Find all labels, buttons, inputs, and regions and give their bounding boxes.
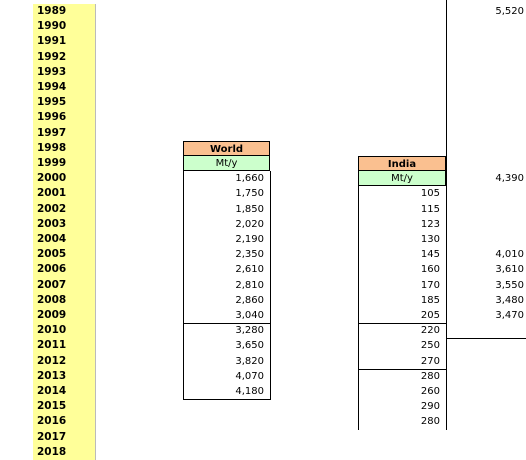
year-cell: 2016: [37, 415, 67, 428]
year-cell: 1991: [37, 35, 67, 48]
year-cell: 2000: [37, 172, 67, 185]
value-cell: 1,850: [235, 203, 264, 215]
value-cell: 3,610: [495, 264, 524, 276]
year-cell: 2018: [37, 445, 67, 458]
value-cell: 250: [420, 340, 440, 352]
year-cell: 2007: [37, 278, 67, 291]
year-cell: 1997: [37, 126, 67, 139]
column-label: Mt/ tonne of clin: [440, 0, 526, 1]
year-cell: 2001: [37, 187, 67, 200]
value-cell: 3,550: [495, 279, 524, 291]
value-cell: 4,010: [495, 249, 524, 261]
value-cell: 4,390: [495, 173, 524, 185]
value-cell: 220: [420, 325, 440, 337]
year-cell: 1990: [37, 20, 67, 33]
value-cell: 3,040: [235, 310, 264, 321]
value-cell: 2,190: [235, 234, 264, 245]
value-cell: 2,020: [235, 218, 264, 230]
unit-cell: Mt/y: [358, 171, 446, 187]
value-cell: 115: [420, 203, 440, 215]
value-cell: 2,860: [235, 294, 264, 306]
year-cell: 2014: [37, 385, 67, 397]
year-cell: 1996: [37, 111, 67, 124]
year-cell: 2003: [37, 217, 67, 230]
year-cell: 1994: [37, 81, 67, 93]
value-cell: 260: [420, 386, 440, 397]
year-cell: 2004: [37, 233, 67, 245]
cell-border: [183, 323, 270, 325]
year-cell: 1989: [37, 5, 67, 17]
value-cell: 4,070: [235, 370, 264, 382]
cell-border: [183, 399, 271, 401]
year-cell: 1992: [37, 50, 67, 63]
year-cell: 2005: [37, 248, 67, 261]
year-cell: 2009: [37, 309, 67, 321]
cell-border: [446, 338, 526, 340]
year-column: [33, 4, 96, 460]
value-cell: 4,180: [235, 386, 264, 397]
cell-border: [270, 171, 271, 400]
year-cell: 1999: [37, 157, 67, 169]
year-cell: 2015: [37, 400, 67, 413]
value-cell: 2,610: [235, 264, 264, 276]
value-cell: 3,280: [235, 325, 264, 337]
year-cell: 2006: [37, 263, 67, 276]
value-cell: 105: [420, 188, 440, 200]
year-cell: 2013: [37, 369, 67, 382]
value-cell: 170: [420, 279, 440, 291]
unit-cell: Mt/y: [183, 156, 270, 171]
value-cell: 185: [420, 294, 440, 306]
header-cell: India: [358, 156, 446, 171]
value-cell: 5,520: [495, 6, 524, 17]
year-cell: 2010: [37, 324, 67, 337]
value-cell: 123: [420, 218, 440, 230]
cell-border: [358, 368, 446, 370]
year-cell: 2011: [37, 339, 67, 352]
value-cell: 280: [420, 370, 440, 382]
value-cell: 1,750: [235, 188, 264, 200]
value-cell: 290: [420, 401, 440, 413]
year-cell: 1998: [37, 141, 67, 154]
value-cell: 145: [420, 249, 440, 261]
year-cell: 1993: [37, 65, 67, 78]
cell-border: [358, 323, 446, 325]
value-cell: 3,480: [495, 294, 524, 306]
value-cell: 280: [420, 416, 440, 428]
value-cell: 2,810: [235, 279, 264, 291]
header-cell: World: [183, 140, 270, 156]
cell-border: [183, 171, 184, 400]
value-cell: 1,660: [235, 173, 264, 185]
value-cell: 2,350: [235, 249, 264, 261]
year-cell: 2002: [37, 202, 67, 215]
cell-border: [358, 186, 359, 430]
year-cell: 2008: [37, 293, 67, 306]
value-cell: 205: [420, 310, 440, 321]
year-cell: 1995: [37, 96, 67, 109]
value-cell: 3,650: [235, 340, 264, 352]
cell-border: [446, 0, 447, 339]
value-cell: 160: [420, 264, 440, 276]
value-cell: 3,820: [235, 355, 264, 367]
value-cell: 130: [420, 234, 440, 245]
value-cell: 270: [420, 355, 440, 367]
year-cell: 2017: [37, 430, 67, 443]
year-cell: 2012: [37, 354, 67, 367]
value-cell: 3,470: [495, 310, 524, 321]
